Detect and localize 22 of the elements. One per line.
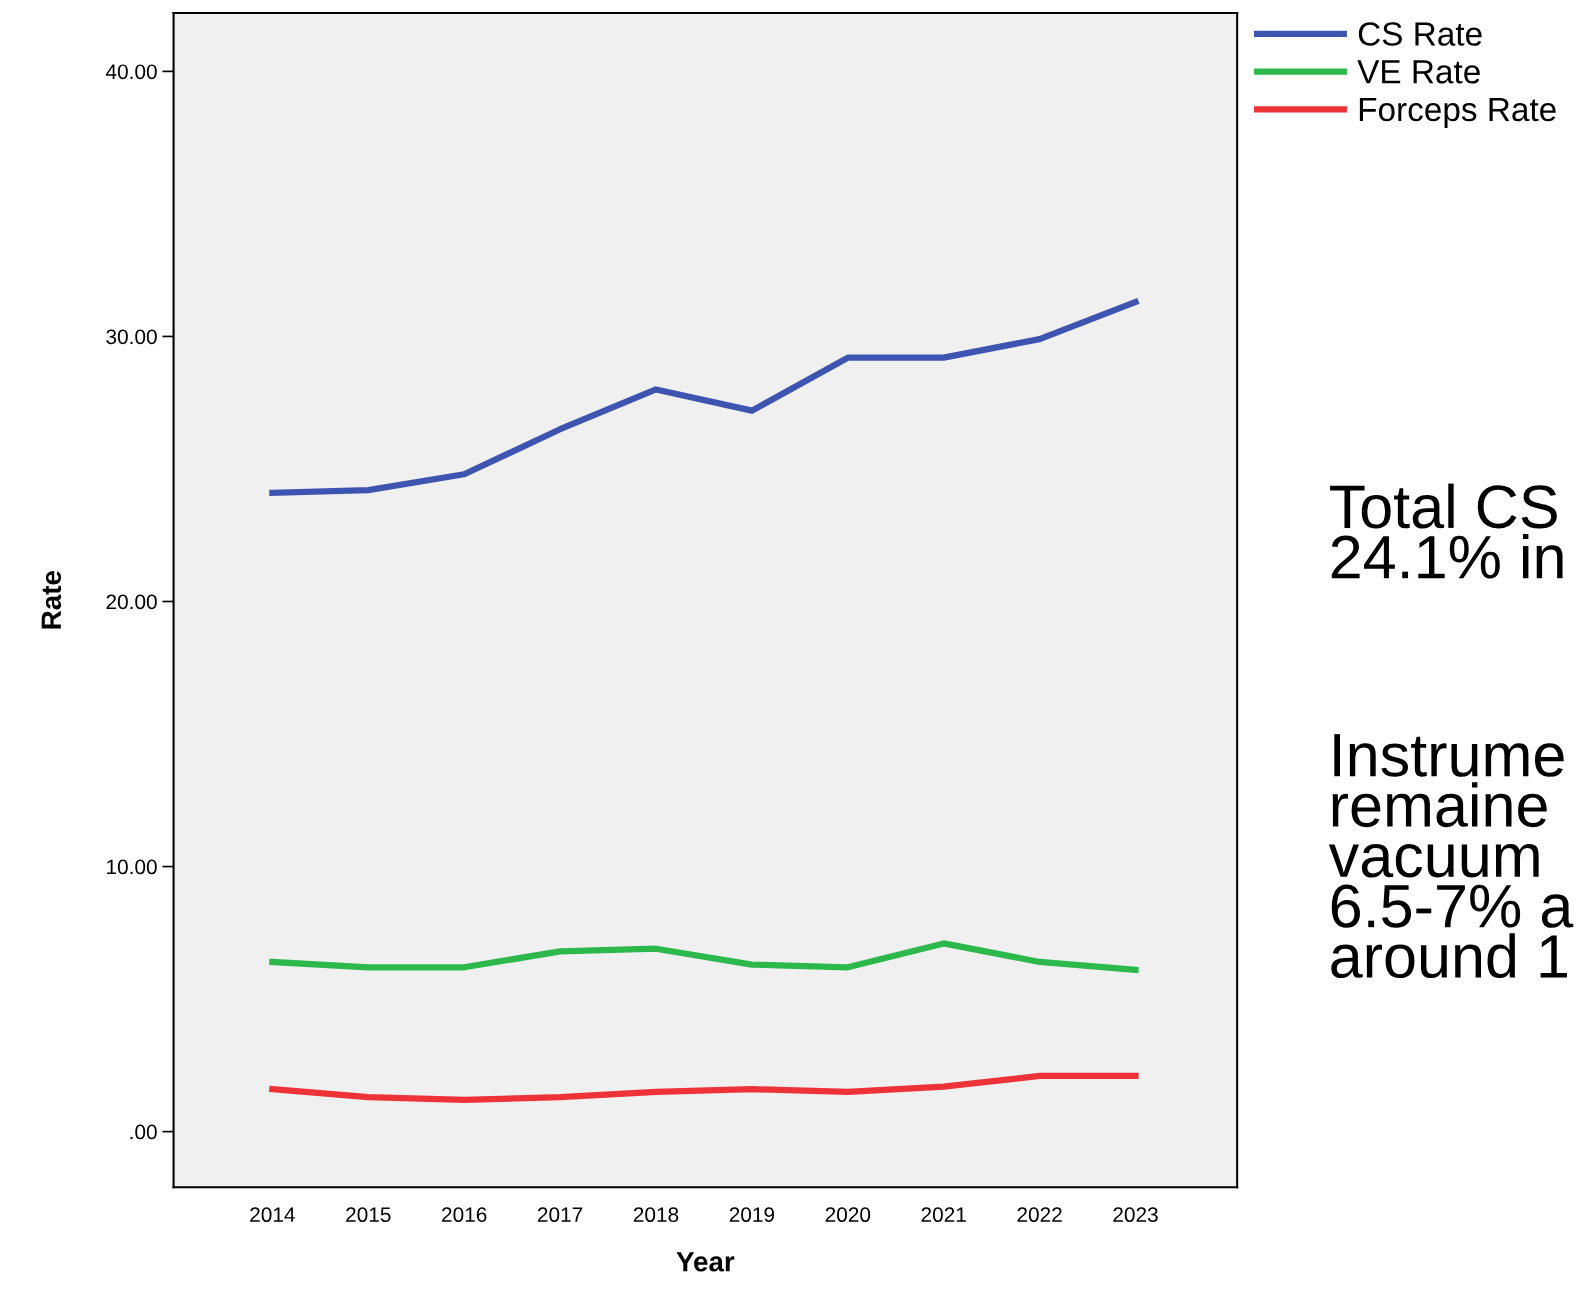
text: Instrume remaine vacuum 6.5-7% a around 1 [1328,734,1574,979]
legend-label: Forceps Rate [1359,98,1556,128]
y-tick-label: 20.00 [106,594,157,610]
y-tick-label: 10.00 [107,859,157,875]
x-tick-label: 2014 [250,1207,295,1223]
x-tick-label: 2022 [1017,1207,1062,1223]
x-tick-label: 2021 [921,1207,966,1223]
x-tick-label: 2023 [1113,1207,1158,1223]
text: Total CS 24.1% in [1330,483,1563,579]
y-tick-label: 30.00 [106,329,157,345]
y-axis-title: Rate [41,571,62,629]
y-tick-label: .00 [130,1124,157,1140]
x-tick-label: 2018 [633,1207,679,1223]
y-tick-label: 40.00 [105,64,157,80]
x-axis-title: Year [676,1252,735,1272]
x-tick-label: 2020 [825,1207,871,1223]
x-tick-label: 2015 [346,1207,391,1223]
legend-label: CS Rate [1358,22,1482,46]
x-tick-label: 2017 [537,1207,583,1223]
x-tick-label: 2019 [729,1207,775,1223]
x-tick-label: 2016 [442,1207,487,1223]
legend-label: VE Rate [1357,60,1480,84]
